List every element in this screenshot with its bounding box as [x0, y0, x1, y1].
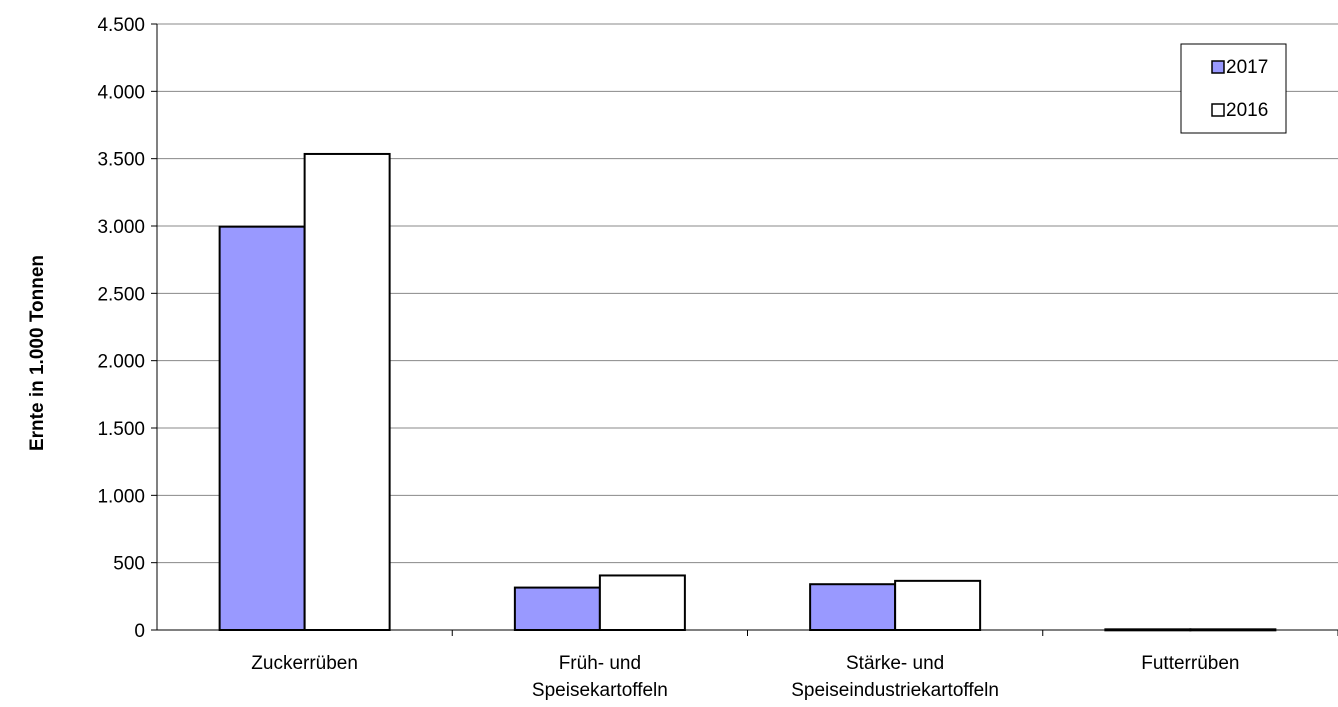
x-category-label: Stärke- und — [846, 653, 944, 674]
legend-label-2016: 2016 — [1226, 100, 1268, 121]
bar-2016 — [598, 574, 686, 632]
legend-box — [1180, 43, 1287, 134]
bar-2017 — [513, 586, 601, 632]
y-tick-label: 1.500 — [97, 419, 145, 440]
legend-swatch-2016 — [1211, 103, 1225, 117]
y-tick-label: 4.500 — [97, 15, 145, 36]
x-category-label: Zuckerrüben — [251, 653, 358, 674]
x-category-label: Speiseindustriekartoffeln — [791, 680, 999, 701]
y-tick-label: 3.000 — [97, 217, 145, 238]
y-tick-label: 3.500 — [97, 150, 145, 171]
bar-2016 — [894, 579, 982, 632]
legend-label-2017: 2017 — [1226, 57, 1268, 78]
y-tick-label: 500 — [113, 554, 145, 575]
legend-swatch-2017 — [1211, 60, 1225, 74]
y-tick-labels: 0 500 1.000 1.500 2.000 2.500 3.000 3.500 4.000 4… — [97, 15, 145, 642]
y-tick-label: 4.000 — [97, 82, 145, 103]
x-category-labels: Zuckerrüben Früh- und Speisekartoffeln Stär… — [251, 653, 1239, 701]
y-tick-label: 2.500 — [97, 284, 145, 305]
bars — [218, 152, 1277, 632]
bar-2016 — [303, 152, 391, 631]
x-category-label: Speisekartoffeln — [532, 680, 668, 701]
legend: 2017 2016 — [1180, 43, 1287, 134]
axes — [151, 23, 1338, 636]
y-tick-label: 1.000 — [97, 486, 145, 507]
y-tick-label: 2.000 — [97, 352, 145, 373]
y-axis-title: Ernte in 1.000 Tonnen — [27, 255, 48, 451]
x-category-label: Futterrüben — [1141, 653, 1239, 674]
bar-2017 — [218, 225, 306, 631]
bar-2017 — [809, 583, 897, 631]
y-tick-label: 0 — [134, 621, 145, 642]
x-category-label: Früh- und — [559, 653, 641, 674]
